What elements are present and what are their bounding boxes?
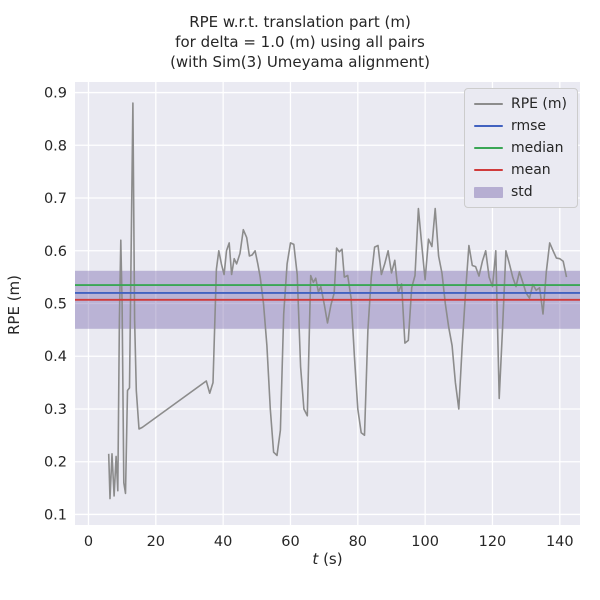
legend-item-mean: mean bbox=[473, 162, 567, 178]
legend-label-mean: mean bbox=[510, 162, 551, 178]
x-tick-label: 100 bbox=[411, 534, 439, 550]
y-tick-label: 0.6 bbox=[44, 244, 67, 260]
median-line-swatch bbox=[473, 146, 503, 150]
x-tick-label: 40 bbox=[214, 534, 232, 550]
x-axis-label-symbol: t bbox=[312, 550, 319, 568]
y-tick-label: 0.1 bbox=[44, 507, 67, 523]
std-patch-swatch bbox=[473, 186, 503, 198]
y-tick-label: 0.4 bbox=[44, 349, 67, 365]
legend-item-rpe: RPE (m) bbox=[473, 96, 567, 112]
x-tick-label: 120 bbox=[479, 534, 507, 550]
legend-item-std: std bbox=[473, 184, 567, 200]
rpe-line bbox=[107, 102, 568, 500]
x-tick-label: 20 bbox=[147, 534, 165, 550]
legend-label-rmse: rmse bbox=[510, 118, 547, 134]
x-tick-label: 80 bbox=[349, 534, 367, 550]
x-tick-label: 0 bbox=[84, 534, 93, 550]
rmse-line-swatch bbox=[473, 124, 503, 128]
chart-title: RPE w.r.t. translation part (m) for delt… bbox=[170, 13, 430, 71]
x-axis-label: t (s) bbox=[75, 550, 580, 568]
legend-label-median: median bbox=[510, 140, 564, 156]
x-axis-label-unit: (s) bbox=[318, 550, 343, 568]
y-tick-label: 0.5 bbox=[44, 297, 67, 313]
y-tick-label: 0.9 bbox=[44, 86, 67, 102]
legend-item-rmse: rmse bbox=[473, 118, 567, 134]
y-tick-label: 0.2 bbox=[44, 455, 67, 471]
legend-label-std: std bbox=[510, 184, 533, 200]
x-tick-label: 60 bbox=[281, 534, 299, 550]
legend-label-rpe: RPE (m) bbox=[510, 96, 567, 112]
x-tick-label: 140 bbox=[546, 534, 574, 550]
legend: RPE (m) rmse median mean std bbox=[463, 88, 578, 208]
y-tick-label: 0.7 bbox=[44, 191, 67, 207]
y-tick-label: 0.8 bbox=[44, 138, 67, 154]
rpe-line-swatch bbox=[473, 102, 503, 106]
y-tick-label: 0.3 bbox=[44, 402, 67, 418]
legend-item-median: median bbox=[473, 140, 567, 156]
mean-line-swatch bbox=[473, 168, 503, 172]
